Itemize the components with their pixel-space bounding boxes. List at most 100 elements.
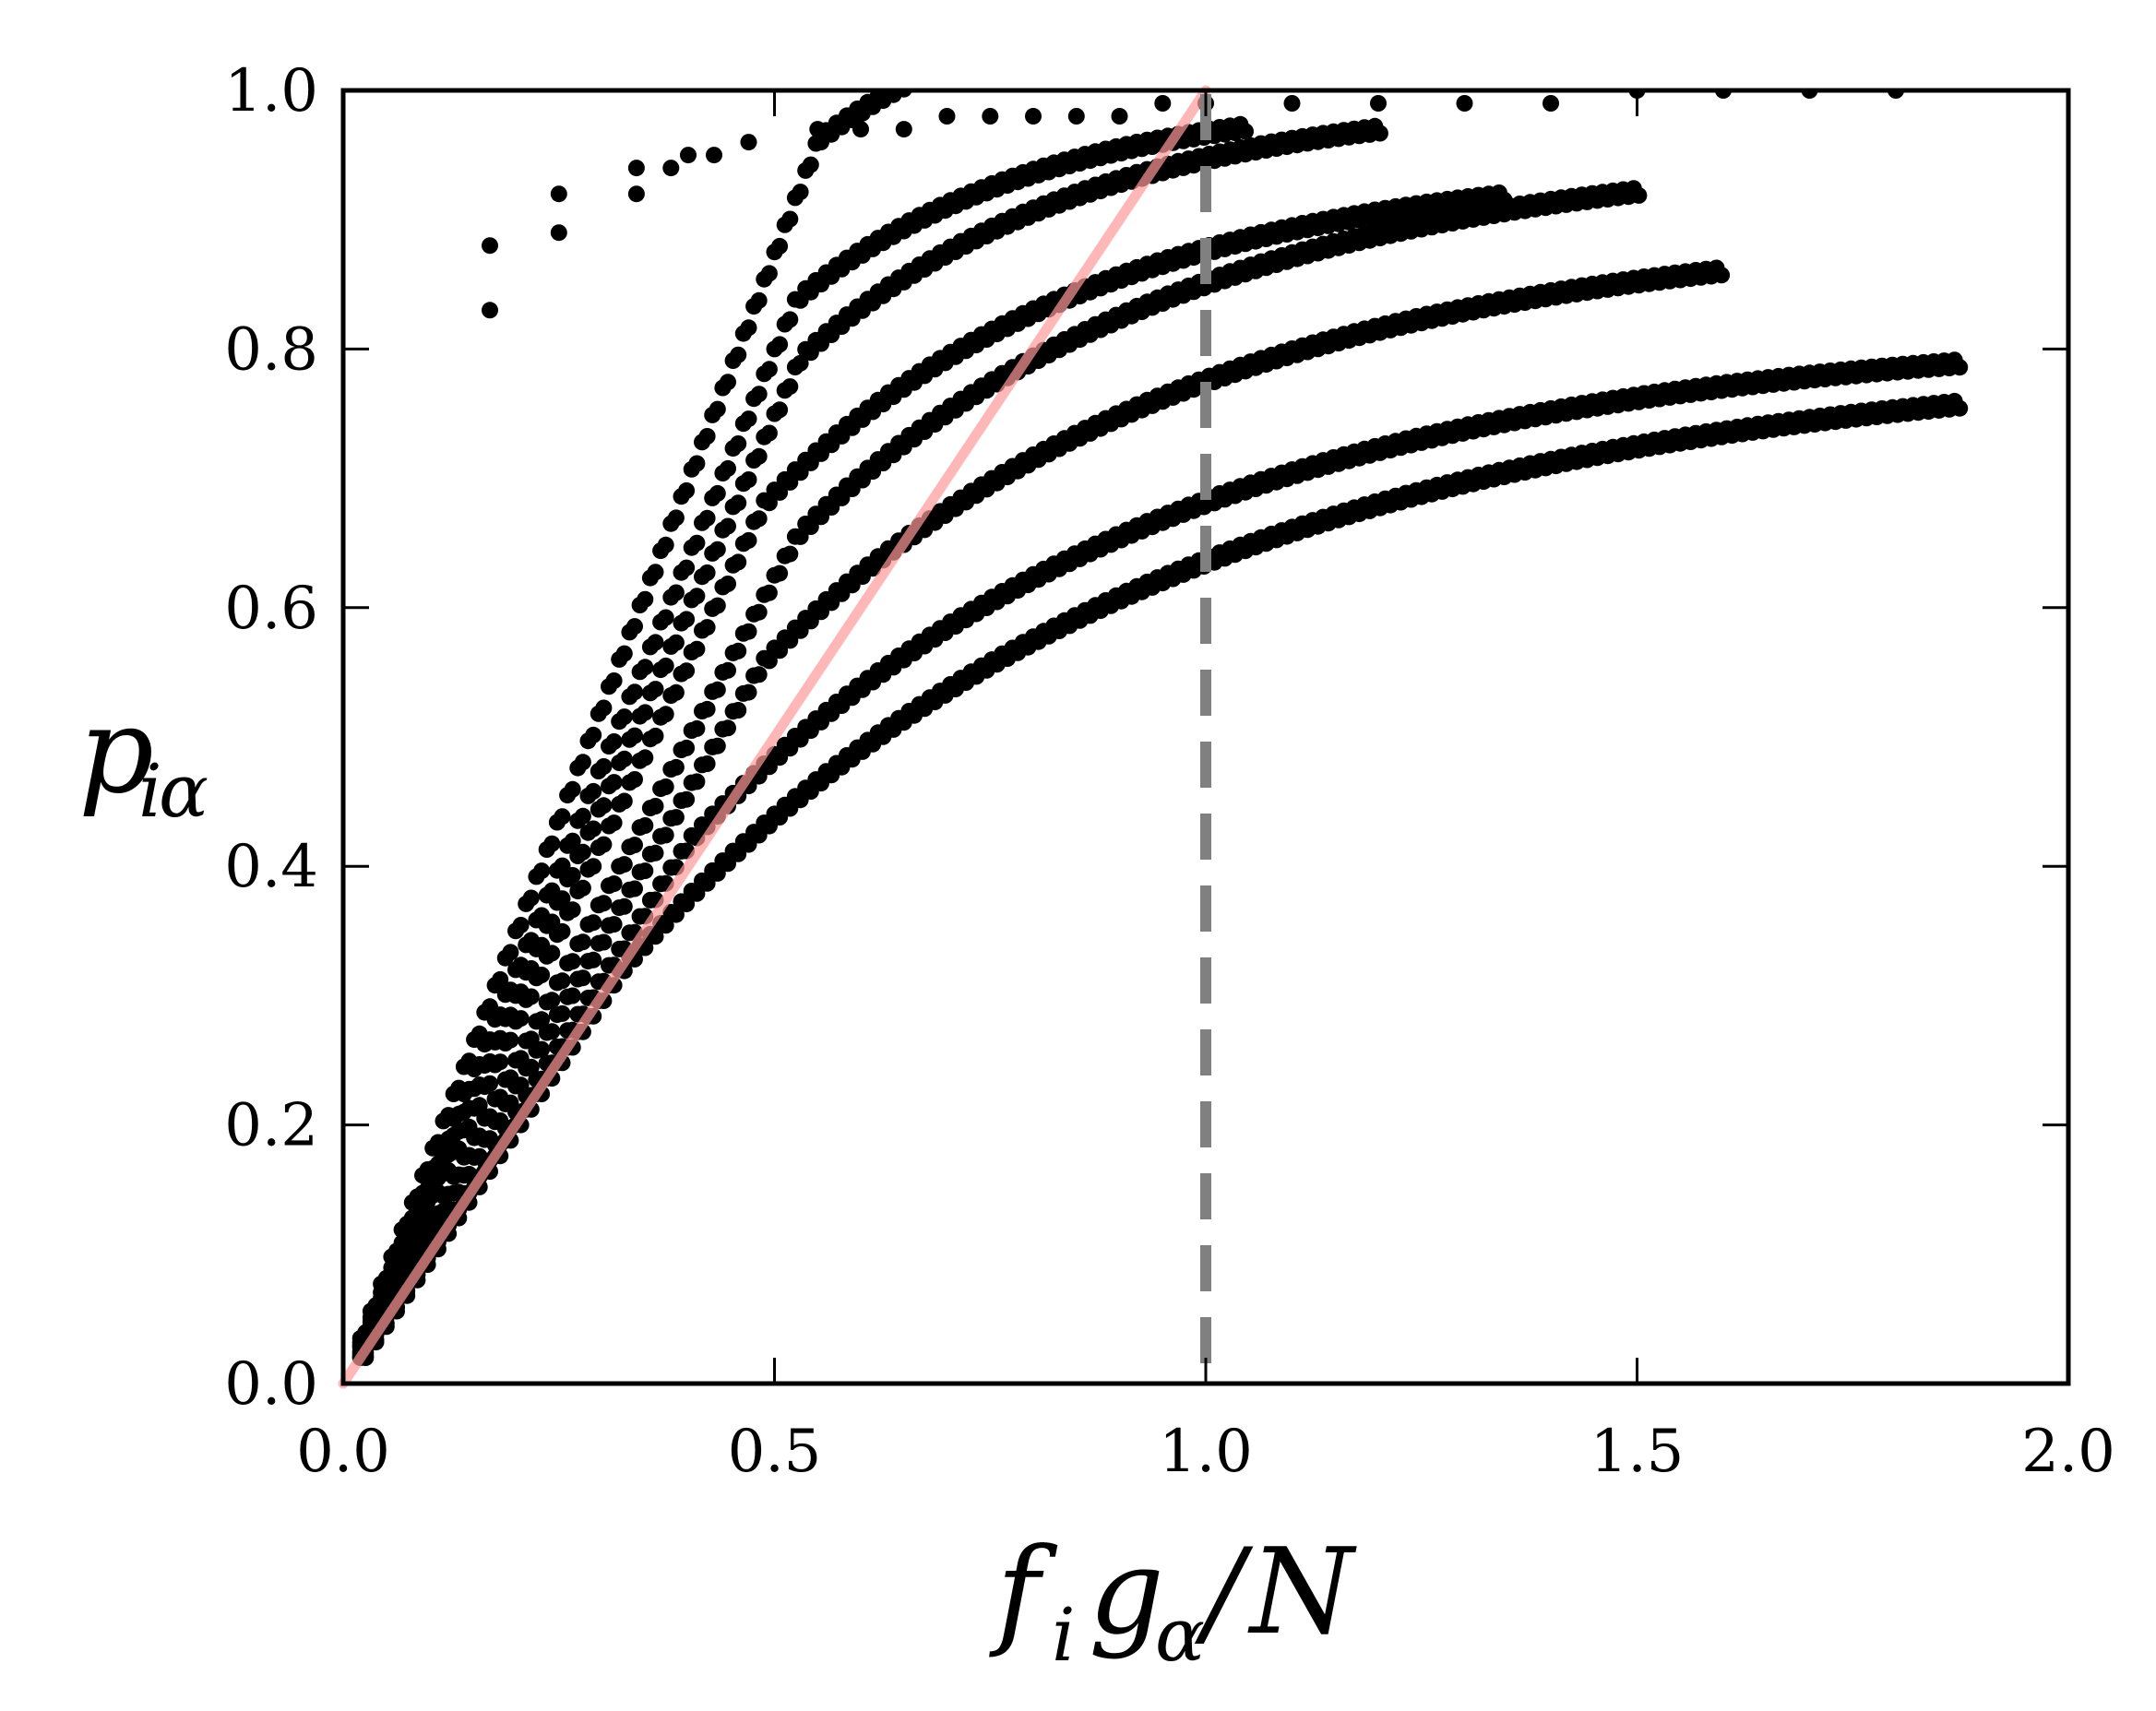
data-point [678, 790, 696, 808]
data-point [667, 584, 685, 601]
y-label-alpha: α [159, 748, 208, 834]
data-point [1019, 30, 1036, 47]
data-point [698, 619, 716, 636]
data-point [1185, 0, 1202, 11]
data-point [550, 185, 567, 203]
data-point [983, 34, 1000, 51]
data-point [781, 210, 799, 228]
data-point [647, 727, 664, 744]
data-point [627, 185, 645, 203]
data-point [585, 726, 602, 743]
data-point [564, 901, 581, 919]
data-point [709, 541, 726, 558]
y-tick-label: 0.0 [224, 1350, 318, 1419]
axis-ticks: 0.0 0.5 1.0 1.5 2.0 0.0 0.2 0.4 0.6 0.8 1.0 [224, 57, 2115, 1486]
data-point [792, 184, 809, 201]
data-point [989, 41, 1006, 57]
data-point [750, 603, 768, 621]
data-point [678, 611, 696, 628]
data-point [1191, 0, 1208, 2]
data-point [615, 897, 633, 915]
data-point [1196, 0, 1212, 9]
data-point [554, 922, 571, 940]
data-point [781, 311, 799, 328]
data-point [938, 108, 956, 125]
data-point [1066, 9, 1083, 26]
data-point [792, 528, 809, 545]
data-point [760, 494, 778, 512]
y-label-i: i [138, 748, 162, 834]
data-point [688, 534, 706, 552]
data-point [1051, 21, 1067, 38]
data-point [1102, 9, 1119, 26]
data-point [760, 652, 778, 670]
data-point [750, 386, 768, 403]
data-point [585, 951, 602, 968]
y-tick-label: 0.8 [224, 315, 318, 384]
data-point [730, 642, 747, 659]
data-point [730, 702, 747, 719]
data-point [585, 820, 602, 838]
data-point [1041, 24, 1057, 41]
x-label-g: g [1089, 1524, 1164, 1661]
data-point [637, 862, 654, 880]
data-point [626, 837, 643, 854]
data-point [662, 160, 680, 177]
data-point [740, 683, 757, 701]
data-point [1128, 0, 1145, 13]
data-point [647, 564, 664, 581]
data-point [698, 564, 716, 581]
x-tick-label: 1.5 [1590, 1418, 1685, 1486]
data-point [688, 719, 706, 737]
data-point [771, 483, 789, 501]
data-point [771, 237, 789, 255]
data-point [1370, 95, 1387, 112]
data-point [678, 896, 696, 913]
data-point [605, 814, 623, 832]
data-point [720, 661, 736, 679]
data-point [512, 917, 530, 933]
data-point [585, 782, 602, 800]
data-point [1138, 0, 1155, 11]
data-point [740, 471, 757, 488]
x-tick-label: 0.5 [728, 1418, 822, 1486]
data-point [895, 121, 912, 138]
data-point [706, 147, 722, 164]
y-axis-label: p i α [78, 683, 208, 834]
data-point [1118, 0, 1135, 15]
data-point [502, 1031, 519, 1049]
data-point [647, 681, 664, 698]
data-point [1056, 12, 1073, 29]
data-point [522, 988, 540, 1005]
data-point [657, 536, 674, 553]
x-axis-label: f i g α / N [989, 1524, 1357, 1678]
data-point [1371, 125, 1388, 142]
data-point [698, 700, 716, 718]
data-point [1951, 359, 1969, 376]
data-point [937, 61, 954, 77]
data-point [947, 56, 964, 73]
data-point [605, 916, 623, 933]
data-point [595, 836, 613, 853]
data-point [543, 1023, 561, 1040]
data-point [979, 44, 995, 61]
data-point [605, 733, 623, 750]
data-point [522, 889, 540, 907]
data-point [688, 885, 706, 902]
data-point [1456, 95, 1473, 112]
data-point [627, 160, 645, 177]
data-point [709, 400, 726, 418]
data-point [680, 147, 697, 164]
data-point [554, 972, 571, 990]
data-point [1082, 14, 1099, 30]
data-point [543, 835, 561, 852]
data-point [512, 1010, 530, 1028]
data-point [1160, 0, 1176, 7]
data-point [771, 642, 789, 659]
data-point [564, 953, 581, 970]
data-point [688, 588, 706, 605]
data-point [698, 509, 716, 527]
data-point [1713, 267, 1731, 284]
data-point [932, 55, 948, 72]
